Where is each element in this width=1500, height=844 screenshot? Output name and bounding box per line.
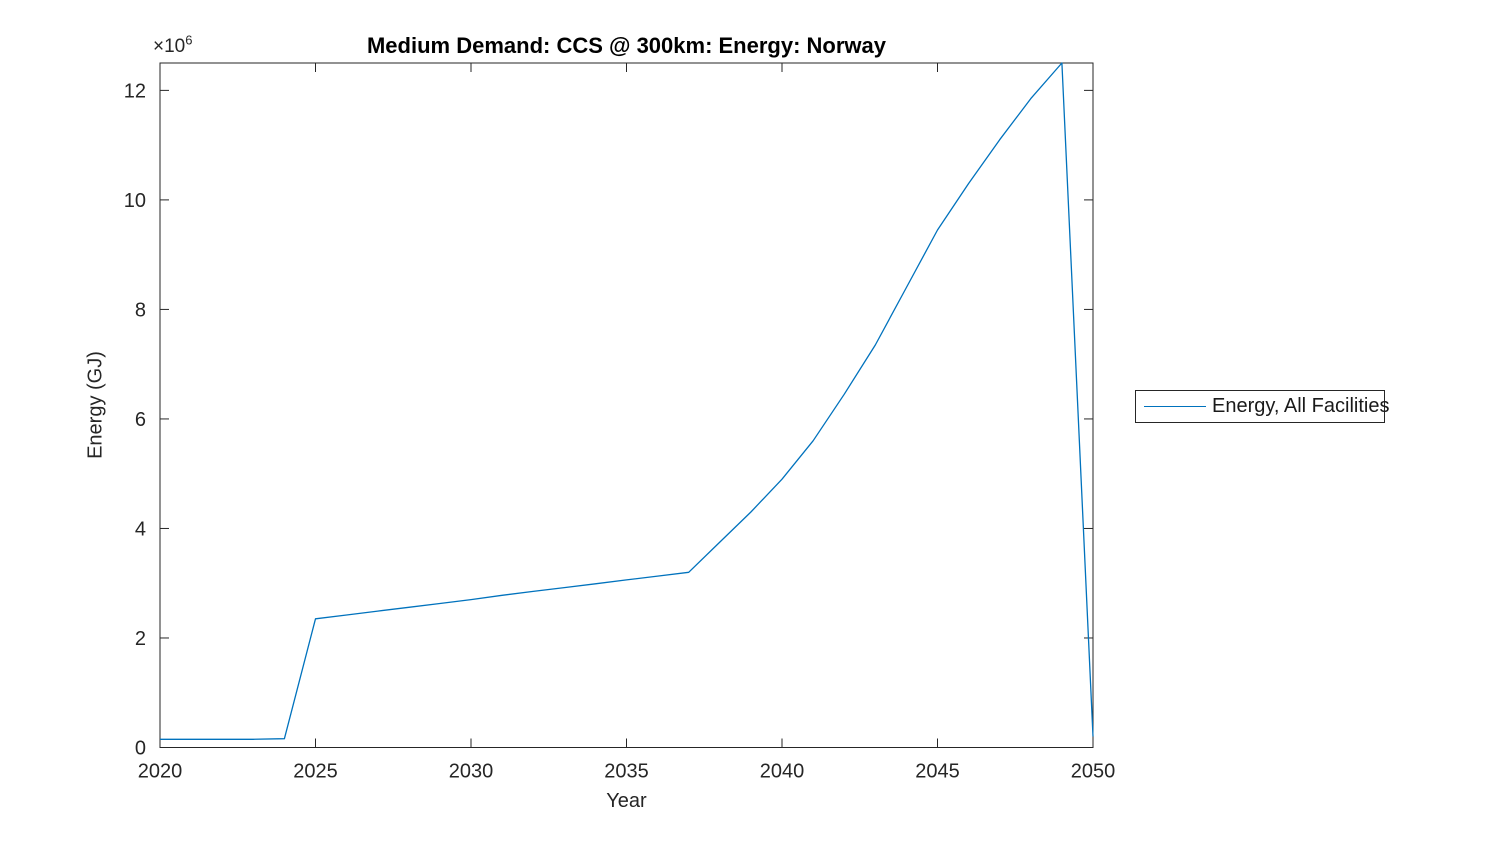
x-tick-label: 2050 bbox=[1071, 761, 1116, 783]
x-tick-label: 2020 bbox=[138, 761, 183, 783]
y-tick-label: 10 bbox=[124, 190, 146, 212]
legend-line-sample-icon bbox=[1144, 406, 1206, 407]
y-tick-label: 2 bbox=[135, 628, 146, 650]
y-tick-label: 12 bbox=[124, 80, 146, 102]
x-tick-label: 2045 bbox=[915, 761, 960, 783]
chart-title: Medium Demand: CCS @ 300km: Energy: Norw… bbox=[366, 33, 887, 58]
x-tick-label: 2025 bbox=[293, 761, 338, 783]
y-axis-label: Energy (GJ) bbox=[84, 351, 107, 459]
data-line-energy bbox=[160, 62, 1094, 740]
legend: Energy, All Facilities bbox=[1135, 390, 1389, 423]
y-tick-label: 0 bbox=[135, 738, 146, 760]
y-tick-label: 6 bbox=[135, 409, 146, 431]
y-axis-exponent-power: 6 bbox=[185, 32, 193, 48]
legend-entry-label: Energy, All Facilities bbox=[1212, 395, 1390, 417]
x-axis-label: Year bbox=[606, 790, 647, 812]
y-axis-exponent-base: ×10 bbox=[153, 36, 186, 57]
axes-box bbox=[159, 62, 1094, 748]
y-axis-exponent: ×106 bbox=[153, 32, 193, 58]
x-tick-label: 2040 bbox=[760, 761, 805, 783]
x-tick-label: 2030 bbox=[449, 761, 494, 783]
y-tick-label: 4 bbox=[135, 518, 146, 540]
y-tick-label: 8 bbox=[135, 299, 146, 321]
x-tick-label: 2035 bbox=[604, 761, 649, 783]
